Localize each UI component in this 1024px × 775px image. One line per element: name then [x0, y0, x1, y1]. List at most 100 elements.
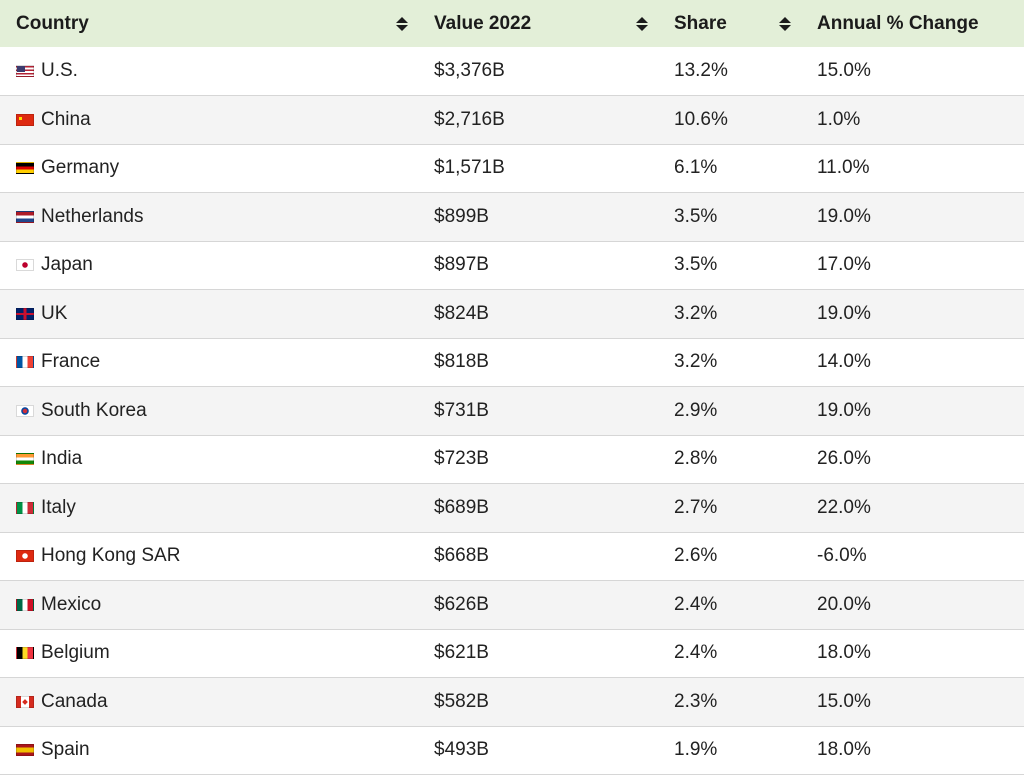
- header-row: Country Value 2022 Share Annual % Change: [0, 0, 1024, 47]
- share-cell: 3.2%: [674, 351, 718, 373]
- value-cell: $582B: [434, 690, 489, 712]
- share-cell: 2.4%: [674, 593, 718, 615]
- flag-kr-icon: [16, 404, 34, 417]
- column-header-country[interactable]: Country: [0, 0, 418, 47]
- column-header-value[interactable]: Value 2022: [418, 0, 658, 47]
- annual-change-cell: 19.0%: [817, 399, 871, 421]
- country-cell: Japan: [0, 241, 418, 290]
- table-row: Germany $1,571B 6.1% 11.0%: [0, 144, 1024, 193]
- column-header-annual-change: Annual % Change: [801, 0, 1024, 47]
- table-row: Spain $493B 1.9% 18.0%: [0, 726, 1024, 775]
- flag-de-icon: [16, 162, 34, 175]
- sort-icon[interactable]: [396, 16, 408, 31]
- sort-icon[interactable]: [636, 16, 648, 31]
- table-row: Mexico $626B 2.4% 20.0%: [0, 580, 1024, 630]
- column-header-label: Annual % Change: [817, 12, 979, 34]
- table-body: U.S. $3,376B 13.2% 15.0% China $2,716B 10.6% 1.…: [0, 47, 1024, 775]
- annual-change-cell: 1.0%: [817, 108, 861, 130]
- country-cell: Canada: [0, 678, 418, 727]
- country-name: UK: [41, 302, 68, 324]
- value-cell: $897B: [434, 254, 489, 276]
- annual-change-cell: 19.0%: [817, 302, 871, 324]
- table-row: India $723B 2.8% 26.0%: [0, 435, 1024, 484]
- country-cell: Netherlands: [0, 193, 418, 242]
- country-cell: South Korea: [0, 387, 418, 436]
- country-cell: Spain: [0, 726, 418, 775]
- country-name: France: [41, 351, 101, 373]
- value-cell: $493B: [434, 739, 489, 761]
- country-name: Italy: [41, 496, 76, 518]
- flag-cn-icon: [16, 113, 34, 126]
- flag-hk-icon: [16, 550, 34, 563]
- value-cell: $723B: [434, 448, 489, 470]
- value-cell: $818B: [434, 351, 489, 373]
- country-cell: Mexico: [0, 581, 418, 630]
- flag-nl-icon: [16, 210, 34, 223]
- flag-jp-icon: [16, 259, 34, 272]
- table-row: UK $824B 3.2% 19.0%: [0, 289, 1024, 338]
- table-row: Netherlands $899B 3.5% 19.0%: [0, 192, 1024, 242]
- column-header-label: Share: [674, 12, 727, 34]
- value-cell: $668B: [434, 545, 489, 567]
- value-cell: $731B: [434, 399, 489, 421]
- value-cell: $689B: [434, 496, 489, 518]
- annual-change-cell: 18.0%: [817, 739, 871, 761]
- flag-mx-icon: [16, 598, 34, 611]
- country-name: Canada: [41, 690, 108, 712]
- value-cell: $824B: [434, 302, 489, 324]
- annual-change-cell: -6.0%: [817, 545, 867, 567]
- country-cell: France: [0, 338, 418, 387]
- country-name: China: [41, 108, 91, 130]
- value-cell: $621B: [434, 642, 489, 664]
- table-row: China $2,716B 10.6% 1.0%: [0, 95, 1024, 145]
- flag-fr-icon: [16, 356, 34, 369]
- value-cell: $899B: [434, 205, 489, 227]
- flag-es-icon: [16, 744, 34, 757]
- country-name: South Korea: [41, 399, 147, 421]
- table-row: Japan $897B 3.5% 17.0%: [0, 241, 1024, 290]
- country-name: Hong Kong SAR: [41, 545, 181, 567]
- share-cell: 10.6%: [674, 108, 728, 130]
- country-name: Mexico: [41, 593, 102, 615]
- share-cell: 2.8%: [674, 448, 718, 470]
- share-cell: 2.9%: [674, 399, 718, 421]
- country-name: U.S.: [41, 60, 78, 81]
- country-name: Japan: [41, 254, 93, 276]
- share-cell: 2.6%: [674, 545, 718, 567]
- share-cell: 6.1%: [674, 157, 718, 179]
- value-cell: $1,571B: [434, 157, 505, 179]
- country-cell: U.S.: [0, 47, 418, 96]
- value-cell: $626B: [434, 593, 489, 615]
- country-name: Spain: [41, 739, 90, 761]
- table-row: Canada $582B 2.3% 15.0%: [0, 677, 1024, 727]
- annual-change-cell: 15.0%: [817, 60, 871, 81]
- country-cell: China: [0, 96, 418, 145]
- annual-change-cell: 17.0%: [817, 254, 871, 276]
- share-cell: 2.7%: [674, 496, 718, 518]
- table-row: Italy $689B 2.7% 22.0%: [0, 483, 1024, 533]
- value-cell: $2,716B: [434, 108, 505, 130]
- flag-uk-icon: [16, 307, 34, 320]
- annual-change-cell: 11.0%: [817, 157, 870, 179]
- column-header-label: Country: [16, 12, 89, 34]
- country-name: Belgium: [41, 642, 110, 664]
- country-name: Germany: [41, 157, 120, 179]
- country-cell: Italy: [0, 484, 418, 533]
- country-cell: Germany: [0, 144, 418, 193]
- table-row: Belgium $621B 2.4% 18.0%: [0, 629, 1024, 678]
- country-cell: India: [0, 435, 418, 484]
- annual-change-cell: 15.0%: [817, 690, 871, 712]
- flag-in-icon: [16, 453, 34, 466]
- sort-icon[interactable]: [779, 16, 791, 31]
- country-cell: Belgium: [0, 629, 418, 678]
- column-header-share[interactable]: Share: [658, 0, 801, 47]
- flag-us-icon: [16, 65, 34, 77]
- annual-change-cell: 18.0%: [817, 642, 871, 664]
- country-cell: Hong Kong SAR: [0, 532, 418, 581]
- annual-change-cell: 22.0%: [817, 496, 871, 518]
- annual-change-cell: 20.0%: [817, 593, 871, 615]
- flag-be-icon: [16, 647, 34, 660]
- table-row: France $818B 3.2% 14.0%: [0, 338, 1024, 387]
- share-cell: 1.9%: [674, 739, 718, 761]
